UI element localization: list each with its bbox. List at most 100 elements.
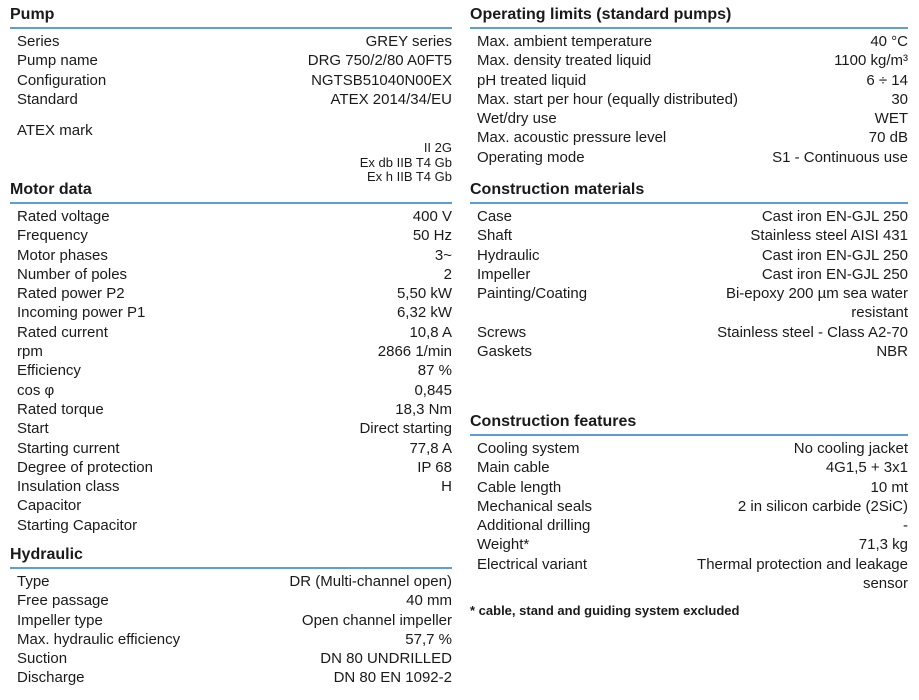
spec-value: 10 mt: [870, 478, 908, 496]
spec-row: Max. acoustic pressure level 70 dB: [470, 128, 908, 147]
spec-row: Efficiency 87 %: [10, 361, 452, 380]
spec-row: Configuration NGTSB51040N00EX: [10, 71, 452, 90]
spec-row: Cooling system No cooling jacket: [470, 439, 908, 458]
spec-value: H: [441, 478, 452, 496]
spec-row: Type DR (Multi-channel open): [10, 572, 452, 591]
motor-spec-rows: Rated voltage 400 V Frequency 50 Hz Motor ph…: [10, 207, 452, 535]
section-pump: Pump Series GREY series Pump name DRG 750/2…: [10, 6, 452, 184]
spec-row: Rated voltage 400 V: [10, 207, 452, 226]
spec-value: 70 dB: [868, 129, 908, 147]
spec-label: Motor phases: [17, 246, 108, 264]
spec-row: Screws Stainless steel - Class A2-70: [470, 323, 908, 342]
spec-label: Screws: [477, 323, 527, 341]
spec-label: Weight*: [477, 536, 530, 554]
spec-value: NGTSB51040N00EX: [311, 71, 452, 89]
spec-row: Gaskets NBR: [470, 342, 908, 361]
spec-row: Additional drilling -: [470, 516, 908, 535]
operating-spec-rows: Max. ambient temperature 40 °C Max. densit…: [470, 32, 908, 167]
spec-row: Impeller type Open channel impeller: [10, 611, 452, 630]
spec-label: Rated current: [17, 323, 108, 341]
spec-row: Painting/Coating Bi-epoxy 200 µm sea wate…: [470, 284, 908, 323]
spec-row: Rated power P2 5,50 kW: [10, 284, 452, 303]
spec-row: Rated current 10,8 A: [10, 323, 452, 342]
spec-value: 57,7 %: [405, 630, 452, 648]
spec-label: cos φ: [17, 381, 55, 399]
section-title-hydraulic: Hydraulic: [10, 546, 452, 569]
atex-mark-line: Ex db IIB T4 Gb: [359, 154, 452, 170]
spec-label: Rated power P2: [17, 285, 125, 303]
section-title-motor-data: Motor data: [10, 181, 452, 204]
spec-label: Incoming power P1: [17, 304, 146, 322]
spec-value: 30: [891, 90, 908, 108]
spec-value: 5,50 kW: [396, 285, 452, 303]
spec-row: Incoming power P1 6,32 kW: [10, 303, 452, 322]
section-title-construction-materials: Construction materials: [470, 181, 908, 204]
spec-row: Mechanical seals 2 in silicon carbide (2S…: [470, 497, 908, 516]
spec-value: 10,8 A: [409, 323, 452, 341]
spec-row: Starting Capacitor: [10, 516, 452, 535]
spec-row: Operating mode S1 - Continuous use: [470, 148, 908, 167]
spec-value: -: [903, 517, 908, 535]
section-motor-data: Motor data Rated voltage 400 V Frequency 50…: [10, 181, 452, 535]
spec-value: 50 Hz: [412, 227, 452, 245]
spec-value: 77,8 A: [409, 439, 452, 457]
weight-footnote: * cable, stand and guiding system exclud…: [470, 603, 740, 619]
spec-row: Cable length 10 mt: [470, 478, 908, 497]
spec-label: Impeller type: [17, 611, 103, 629]
spec-label: rpm: [17, 343, 43, 361]
spec-label: Series: [17, 33, 60, 50]
spec-row: Discharge DN 80 EN 1092-2: [10, 668, 452, 687]
section-construction-features: Construction features Cooling system No c…: [470, 413, 908, 618]
spec-label: Suction: [17, 650, 68, 668]
spec-label: Discharge: [17, 669, 85, 687]
spec-label: pH treated liquid: [477, 71, 587, 89]
spec-row: Starting current 77,8 A: [10, 439, 452, 458]
spec-value: Stainless steel AISI 431: [750, 227, 908, 245]
spec-value: Cast iron EN-GJL 250: [761, 265, 908, 283]
spec-label: Efficiency: [17, 362, 81, 380]
spec-value: Stainless steel - Class A2-70: [717, 323, 908, 341]
spec-label: Standard: [17, 90, 78, 108]
spec-label: Number of poles: [17, 265, 128, 283]
spec-value: S1 - Continuous use: [772, 148, 908, 166]
spec-label: Case: [477, 208, 513, 225]
spec-value: 6 ÷ 14: [866, 71, 908, 89]
spec-row: Max. ambient temperature 40 °C: [470, 32, 908, 51]
spec-row: Suction DN 80 UNDRILLED: [10, 649, 452, 668]
pump-spec-rows: Series GREY series Pump name DRG 750/2/80 A…: [10, 32, 452, 109]
spec-row: Degree of protection IP 68: [10, 458, 452, 477]
spec-label: Max. ambient temperature: [477, 33, 653, 50]
spec-value: GREY series: [365, 33, 452, 50]
spec-label: Capacitor: [17, 497, 82, 515]
section-construction-materials: Construction materials Case Cast iron EN-…: [470, 181, 908, 361]
atex-mark-block: ATEX mark II 2G Ex db IIB T4 Gb Ex h IIB T…: [10, 121, 452, 184]
spec-value: Thermal protection and leakage sensor: [697, 555, 908, 593]
spec-value: DR (Multi-channel open): [289, 573, 452, 590]
spec-label: Starting Capacitor: [17, 516, 138, 534]
spec-label: Gaskets: [477, 343, 533, 361]
spec-value: Bi-epoxy 200 µm sea water resistant: [725, 285, 908, 322]
spec-row: cos φ 0,845: [10, 381, 452, 400]
spec-row: Electrical variant Thermal protection and…: [470, 555, 908, 594]
spec-value: 87 %: [417, 362, 452, 380]
spec-row: Hydraulic Cast iron EN-GJL 250: [470, 246, 908, 265]
spec-label: Starting current: [17, 439, 120, 457]
spec-value: Open channel impeller: [301, 611, 452, 629]
spec-row: Main cable 4G1,5 + 3x1: [470, 458, 908, 477]
spec-label: Start: [17, 420, 49, 438]
materials-spec-rows: Case Cast iron EN-GJL 250 Shaft Stainless s…: [470, 207, 908, 361]
spec-label: Free passage: [17, 592, 109, 610]
spec-row: Weight* 71,3 kg: [470, 535, 908, 554]
spec-row: Capacitor: [10, 496, 452, 515]
spec-label: Wet/dry use: [477, 110, 557, 128]
spec-label: Max. acoustic pressure level: [477, 129, 667, 147]
spec-value: 40 °C: [870, 33, 908, 50]
spec-value: ATEX 2014/34/EU: [330, 90, 452, 108]
spec-value: DN 80 UNDRILLED: [320, 650, 452, 668]
spec-row: rpm 2866 1/min: [10, 342, 452, 361]
spec-row: Rated torque 18,3 Nm: [10, 400, 452, 419]
spec-row: Number of poles 2: [10, 265, 452, 284]
spec-label: Rated torque: [17, 400, 104, 418]
spec-row: Series GREY series: [10, 32, 452, 51]
spec-row: Wet/dry use WET: [470, 109, 908, 128]
